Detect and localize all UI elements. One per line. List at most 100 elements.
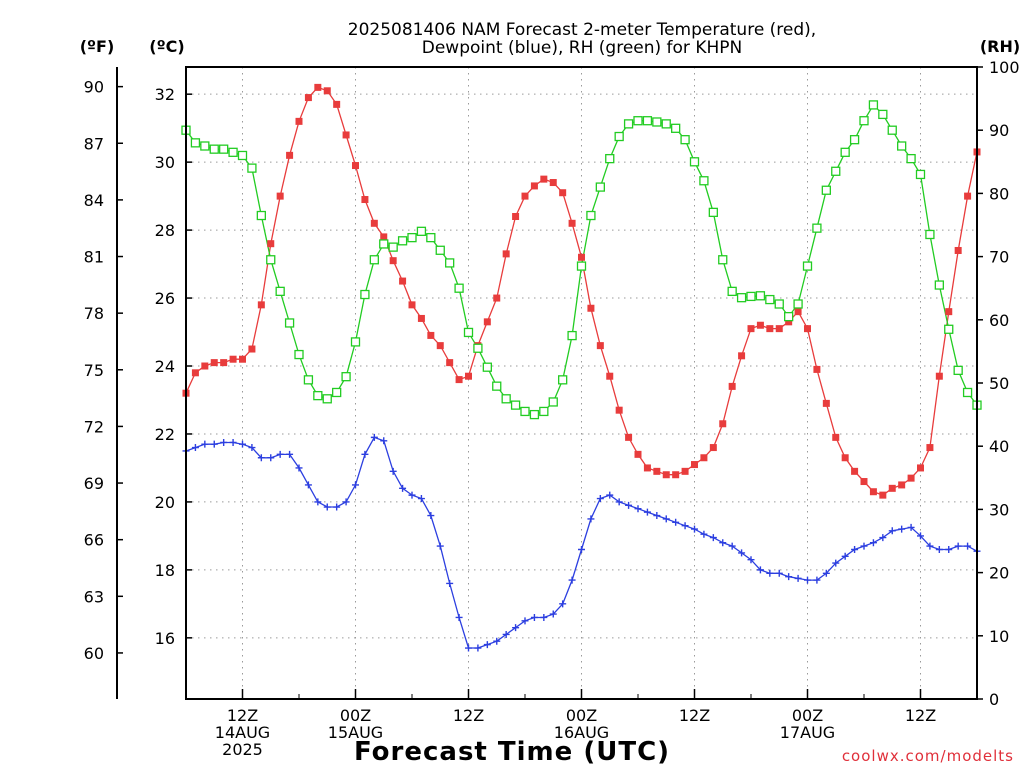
time-tick-label: 12Z: [453, 706, 484, 725]
temperature-marker: [728, 382, 736, 390]
rh-tick-label: 60: [989, 311, 1009, 330]
rh-marker: [784, 311, 794, 322]
dewpoint-marker: [917, 532, 924, 540]
temperature-marker: [286, 151, 294, 159]
celsius-tick-label: 26: [155, 289, 175, 308]
celsius-tick-label: 20: [155, 493, 175, 512]
temperature-marker: [295, 117, 303, 125]
temperature-marker: [370, 219, 378, 227]
celsius-tick-label: 22: [155, 425, 175, 444]
temperature-marker: [512, 213, 520, 221]
dewpoint-marker: [220, 438, 228, 446]
rh-marker: [708, 207, 718, 218]
rh-marker: [284, 318, 295, 328]
rh-marker: [388, 242, 398, 252]
rh-marker: [322, 394, 332, 404]
rh-tick-label: 100: [989, 58, 1020, 77]
temperature-marker: [352, 162, 359, 170]
rh-marker: [887, 125, 897, 135]
rh-marker: [313, 390, 323, 401]
rh-marker: [812, 223, 822, 233]
temperature-marker: [314, 83, 322, 91]
dewpoint-marker: [700, 530, 708, 538]
time-tick-label: 15AUG: [328, 723, 383, 742]
temperature-marker: [954, 246, 962, 254]
temperature-marker: [596, 342, 604, 350]
dewpoint-marker: [276, 450, 284, 458]
rh-marker: [435, 245, 445, 255]
dewpoint-marker: [719, 539, 727, 547]
rh-marker: [463, 327, 474, 338]
rh-marker: [944, 324, 954, 334]
temperature-marker: [860, 478, 868, 486]
temperature-marker: [521, 192, 529, 200]
temperature-marker: [578, 253, 585, 261]
rh-marker: [407, 232, 417, 243]
temperature-marker: [888, 484, 896, 492]
rh-marker: [755, 291, 766, 301]
dewpoint-marker: [540, 613, 548, 621]
temperature-marker: [917, 464, 924, 472]
temperature-marker: [945, 308, 953, 316]
temperature-marker: [804, 325, 811, 333]
temperature-marker: [549, 179, 557, 187]
rh-marker: [567, 330, 577, 341]
rh-marker: [915, 169, 926, 180]
rh-tick-label: 80: [989, 184, 1009, 203]
time-tick-label: 12Z: [905, 706, 936, 725]
celsius-tick-label: 28: [155, 221, 175, 240]
rh-marker: [576, 261, 587, 271]
rh-marker: [699, 176, 709, 186]
rh-marker: [266, 255, 276, 265]
fahrenheit-tick-label: 60: [84, 644, 104, 663]
dewpoint-marker: [587, 515, 595, 523]
rh-tick-label: 10: [989, 627, 1009, 646]
rh-tick-label: 40: [989, 437, 1009, 456]
dewpoint-marker: [756, 566, 764, 574]
fahrenheit-tick-label: 90: [84, 78, 104, 97]
dewpoint-marker: [804, 576, 811, 584]
dewpoint-marker: [738, 549, 746, 557]
dewpoint-marker: [239, 440, 246, 448]
rh-marker: [680, 135, 690, 145]
celsius-tick-label: 30: [155, 153, 175, 172]
dewpoint-marker: [615, 498, 623, 506]
dewpoint-marker: [323, 503, 331, 511]
rh-marker: [350, 337, 361, 347]
rh-marker: [793, 299, 803, 309]
rh-marker: [849, 135, 860, 145]
temperature-marker: [540, 175, 548, 183]
dewpoint-marker: [399, 484, 407, 492]
dewpoint-marker: [295, 464, 303, 472]
dewpoint-marker: [606, 491, 614, 499]
celsius-tick-label: 16: [155, 629, 175, 648]
temperature-marker: [191, 369, 199, 377]
dewpoint-marker: [314, 498, 322, 506]
temperature-marker: [700, 454, 708, 462]
dewpoint-marker: [879, 534, 887, 542]
temperature-marker: [220, 359, 228, 367]
rh-marker: [727, 286, 737, 297]
temperature-marker: [672, 471, 680, 479]
dewpoint-marker: [625, 501, 633, 509]
rh-marker: [642, 116, 653, 126]
rh-marker: [426, 232, 436, 243]
temperature-marker: [559, 189, 567, 197]
chart-title-line: Dewpoint (blue), RH (green) for KHPN: [422, 38, 742, 58]
rh-marker: [510, 400, 521, 410]
rh-marker: [247, 163, 257, 173]
temperature-marker: [568, 219, 576, 227]
rh-marker: [473, 343, 483, 353]
dewpoint-marker: [530, 613, 538, 621]
rh-marker: [774, 299, 784, 309]
fahrenheit-tick-label: 72: [84, 417, 104, 436]
dewpoint-marker: [342, 498, 350, 506]
rh-marker: [492, 381, 502, 391]
rh-marker: [219, 144, 229, 154]
credit-link[interactable]: coolwx.com/modelts: [842, 747, 1014, 765]
rh-marker: [586, 210, 596, 221]
dewpoint-line: [185, 436, 978, 649]
dewpoint-marker: [286, 450, 294, 458]
celsius-tick-label: 18: [155, 561, 175, 580]
